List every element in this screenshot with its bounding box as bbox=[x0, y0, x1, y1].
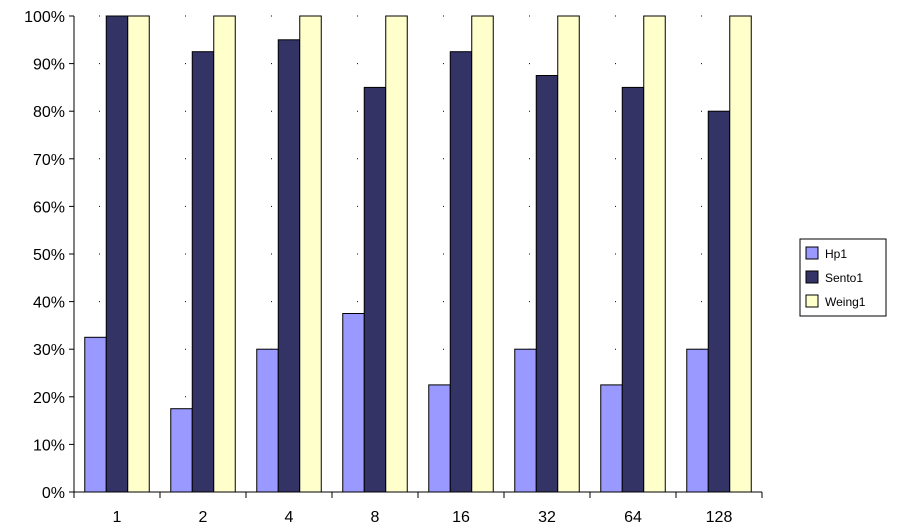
legend-label-hp1: Hp1 bbox=[825, 247, 847, 261]
bar-weing1-2 bbox=[213, 15, 236, 493]
bar-weing1-4 bbox=[299, 15, 322, 493]
x-tick-label: 4 bbox=[285, 509, 294, 526]
bar-sento1-16 bbox=[449, 51, 473, 493]
bar-sento1-8 bbox=[363, 86, 387, 493]
legend-label-weing1: Weing1 bbox=[825, 295, 866, 309]
bar-sento1-1 bbox=[105, 15, 129, 493]
y-tick-label: 0% bbox=[42, 485, 65, 502]
bar-hp1-32 bbox=[514, 348, 537, 493]
legend: Hp1 Sento1 Weing1 bbox=[799, 238, 887, 317]
y-tick-label: 90% bbox=[33, 57, 65, 74]
x-tick-label: 8 bbox=[371, 509, 380, 526]
bar-hp1-128 bbox=[686, 348, 709, 493]
bar-hp1-64 bbox=[600, 384, 623, 493]
y-tick-label: 50% bbox=[33, 247, 65, 264]
bar-weing1-128 bbox=[729, 15, 752, 493]
x-tick-labels: 1 2 4 8 16 32 64 128 bbox=[113, 509, 733, 526]
x-tick-label: 32 bbox=[538, 509, 556, 526]
bar-hp1-1 bbox=[84, 336, 107, 493]
bar-hp1-2 bbox=[170, 408, 193, 493]
x-tick-label: 1 bbox=[113, 509, 122, 526]
bar-weing1-8 bbox=[385, 15, 408, 493]
bar-weing1-1 bbox=[127, 15, 150, 493]
bar-weing1-16 bbox=[471, 15, 494, 493]
bar-hp1-4 bbox=[256, 348, 279, 493]
y-tick-label: 80% bbox=[33, 104, 65, 121]
legend-swatch-hp1 bbox=[805, 246, 819, 260]
x-tick-label: 64 bbox=[624, 509, 642, 526]
legend-swatch-sento1 bbox=[805, 270, 819, 284]
bars bbox=[84, 15, 752, 493]
legend-swatch-weing1 bbox=[805, 294, 819, 308]
y-tick-label: 70% bbox=[33, 152, 65, 169]
y-tick-label: 10% bbox=[33, 437, 65, 454]
bar-hp1-16 bbox=[428, 384, 451, 493]
y-tick-labels: 0% 10% 20% 30% 40% 50% 60% 70% 80% 90% 100% bbox=[24, 9, 65, 502]
axes bbox=[69, 15, 763, 498]
legend-label-sento1: Sento1 bbox=[825, 271, 863, 285]
bar-weing1-32 bbox=[557, 15, 580, 493]
bar-sento1-64 bbox=[621, 86, 645, 493]
bar-hp1-8 bbox=[342, 313, 365, 493]
bar-sento1-32 bbox=[535, 75, 559, 493]
y-tick-label: 60% bbox=[33, 199, 65, 216]
x-tick-label: 128 bbox=[706, 509, 733, 526]
y-tick-label: 100% bbox=[24, 9, 65, 26]
bar-sento1-2 bbox=[191, 51, 215, 493]
bar-weing1-64 bbox=[643, 15, 666, 493]
y-tick-label: 40% bbox=[33, 295, 65, 312]
x-tick-label: 16 bbox=[452, 509, 470, 526]
bar-sento1-128 bbox=[707, 110, 731, 493]
bar-sento1-4 bbox=[277, 39, 301, 493]
x-tick-label: 2 bbox=[199, 509, 208, 526]
y-tick-label: 20% bbox=[33, 390, 65, 407]
y-tick-label: 30% bbox=[33, 342, 65, 359]
